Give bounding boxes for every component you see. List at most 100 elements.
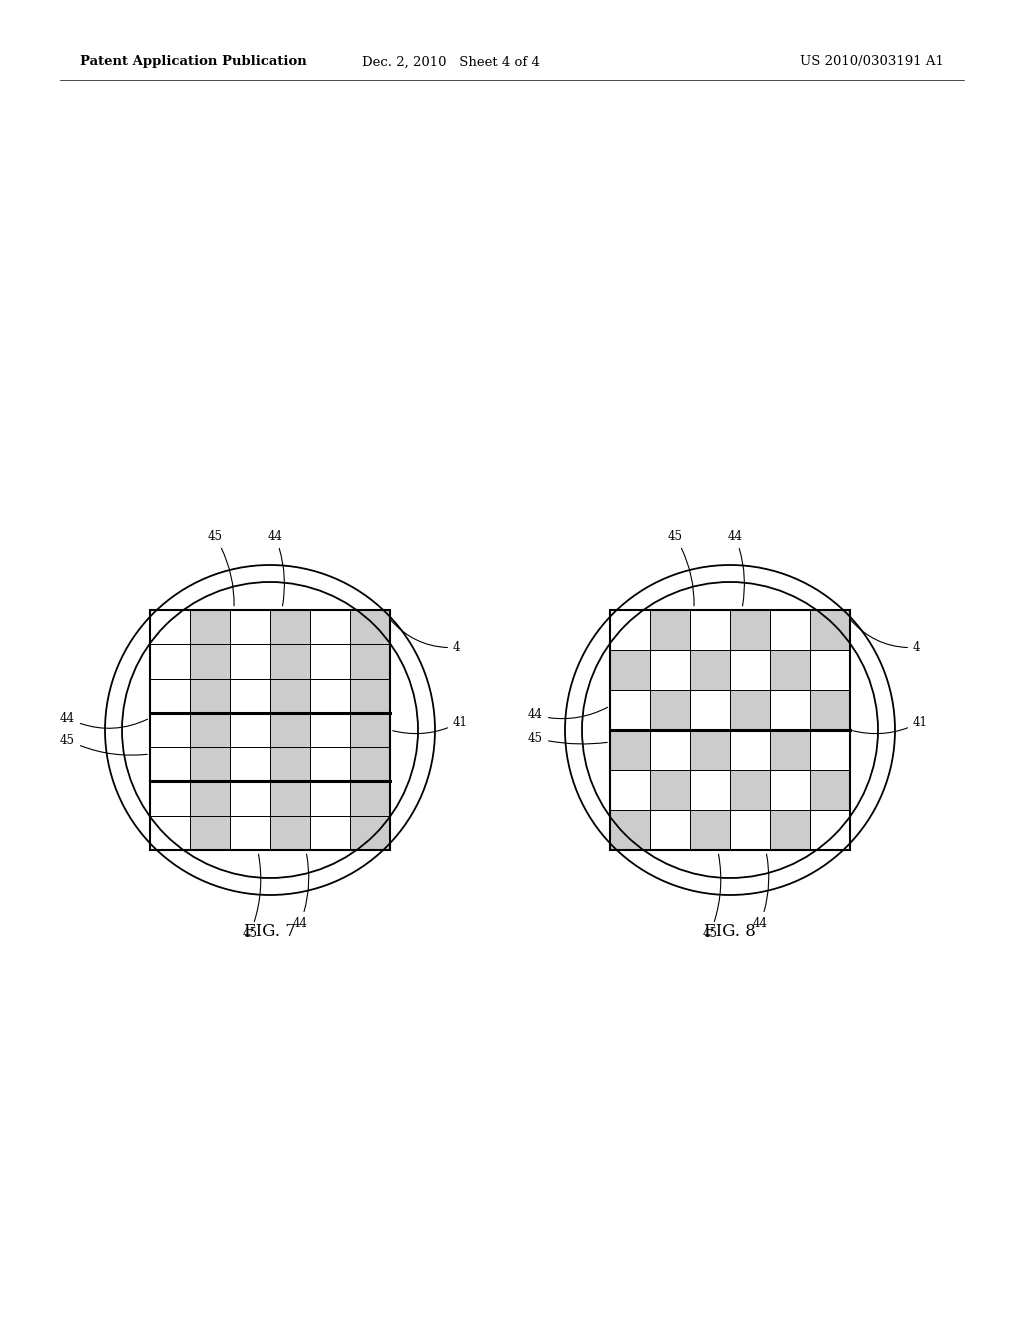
Bar (310, 644, 350, 678)
Bar (730, 690, 770, 730)
Bar (350, 713, 390, 747)
Bar (350, 644, 390, 678)
Bar (690, 730, 730, 770)
Bar (690, 649, 730, 690)
Bar (190, 747, 230, 781)
Bar (150, 610, 390, 850)
Text: 4: 4 (851, 620, 921, 653)
Bar (610, 810, 650, 850)
Bar (150, 644, 190, 678)
Bar (230, 781, 270, 816)
Bar (150, 610, 190, 644)
Bar (730, 770, 770, 810)
Bar (690, 690, 730, 730)
Bar (230, 610, 270, 644)
Bar (310, 610, 350, 644)
Bar (150, 678, 190, 713)
Bar (150, 781, 190, 816)
Bar (270, 678, 310, 713)
Text: 45: 45 (208, 531, 234, 606)
Bar (690, 810, 730, 850)
Bar (730, 610, 770, 649)
Text: 45: 45 (60, 734, 147, 755)
Bar (190, 713, 230, 747)
Bar (190, 610, 230, 644)
Text: 44: 44 (753, 854, 769, 931)
Bar (270, 713, 310, 747)
Bar (190, 781, 230, 816)
Text: 41: 41 (392, 715, 468, 734)
Text: Patent Application Publication: Patent Application Publication (80, 55, 307, 69)
Bar (770, 770, 810, 810)
Text: FIG. 7: FIG. 7 (244, 923, 296, 940)
Bar (230, 678, 270, 713)
Bar (610, 649, 650, 690)
Bar (650, 810, 690, 850)
Bar (350, 816, 390, 850)
Bar (270, 610, 310, 644)
Bar (810, 690, 850, 730)
Bar (150, 747, 190, 781)
Bar (650, 690, 690, 730)
Bar (810, 649, 850, 690)
Bar (610, 610, 650, 649)
Text: 45: 45 (702, 854, 721, 940)
Bar (230, 816, 270, 850)
Bar (350, 610, 390, 644)
Bar (810, 610, 850, 649)
Bar (610, 690, 650, 730)
Bar (690, 610, 730, 649)
Bar (810, 810, 850, 850)
Bar (230, 713, 270, 747)
Bar (190, 816, 230, 850)
Bar (650, 730, 690, 770)
Bar (270, 747, 310, 781)
Text: 45: 45 (243, 854, 261, 940)
Text: Dec. 2, 2010   Sheet 4 of 4: Dec. 2, 2010 Sheet 4 of 4 (361, 55, 540, 69)
Bar (310, 678, 350, 713)
Text: 4: 4 (390, 620, 461, 653)
Bar (350, 781, 390, 816)
Bar (310, 816, 350, 850)
Bar (150, 713, 190, 747)
Bar (190, 678, 230, 713)
Bar (310, 713, 350, 747)
Bar (770, 690, 810, 730)
Text: 44: 44 (528, 708, 607, 722)
Bar (610, 730, 650, 770)
Bar (770, 610, 810, 649)
Bar (230, 644, 270, 678)
Bar (770, 649, 810, 690)
Bar (730, 649, 770, 690)
Bar (810, 770, 850, 810)
Bar (810, 730, 850, 770)
Bar (770, 810, 810, 850)
Text: FIG. 8: FIG. 8 (705, 923, 756, 940)
Bar (270, 816, 310, 850)
Text: 44: 44 (293, 854, 309, 931)
Bar (350, 678, 390, 713)
Bar (150, 816, 190, 850)
Bar (610, 770, 650, 810)
Bar (730, 810, 770, 850)
Bar (650, 649, 690, 690)
Bar (350, 747, 390, 781)
Text: 44: 44 (60, 711, 147, 729)
Text: 41: 41 (853, 715, 928, 734)
Bar (650, 610, 690, 649)
Text: 45: 45 (528, 731, 607, 744)
Bar (690, 770, 730, 810)
Text: US 2010/0303191 A1: US 2010/0303191 A1 (800, 55, 944, 69)
Text: 45: 45 (668, 531, 694, 606)
Bar (270, 644, 310, 678)
Bar (190, 644, 230, 678)
Bar (770, 730, 810, 770)
Text: 44: 44 (727, 531, 744, 606)
Bar (730, 730, 770, 770)
Bar (270, 781, 310, 816)
Bar (310, 781, 350, 816)
Bar (310, 747, 350, 781)
Text: 44: 44 (267, 531, 285, 606)
Bar (610, 610, 850, 850)
Bar (230, 747, 270, 781)
